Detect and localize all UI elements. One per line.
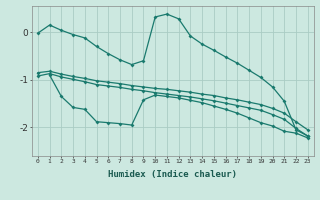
X-axis label: Humidex (Indice chaleur): Humidex (Indice chaleur) xyxy=(108,170,237,179)
